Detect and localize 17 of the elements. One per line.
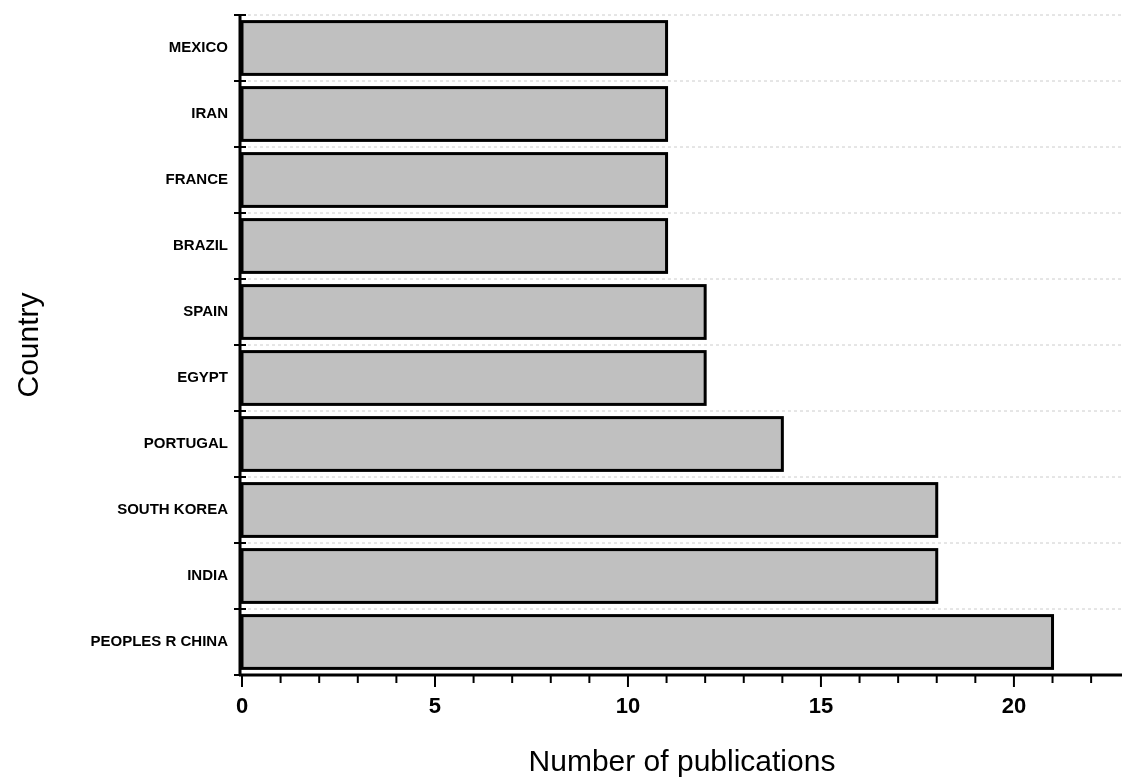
- x-tick-label: 10: [615, 693, 641, 718]
- x-axis-title: Number of publications: [528, 744, 836, 777]
- y-tick-label: INDIA: [187, 565, 229, 583]
- y-tick-label: PORTUGAL: [143, 433, 228, 451]
- x-tick-label: 5: [428, 693, 442, 718]
- x-tick-label: 15: [808, 693, 834, 718]
- x-tick-label: 0: [235, 693, 249, 718]
- y-tick-label: SPAIN: [183, 301, 228, 319]
- y-tick-label: BRAZIL: [173, 235, 228, 253]
- y-tick-label: FRANCE: [165, 169, 228, 187]
- y-axis-title: Country: [11, 292, 44, 398]
- x-tick-label: 20: [1001, 693, 1027, 718]
- y-tick-label: EGYPT: [177, 367, 228, 385]
- y-tick-label: SOUTH KOREA: [117, 499, 229, 517]
- y-tick-label: IRAN: [191, 103, 228, 121]
- y-tick-label: PEOPLES R CHINA: [90, 631, 229, 649]
- y-tick-label: MEXICO: [168, 37, 229, 55]
